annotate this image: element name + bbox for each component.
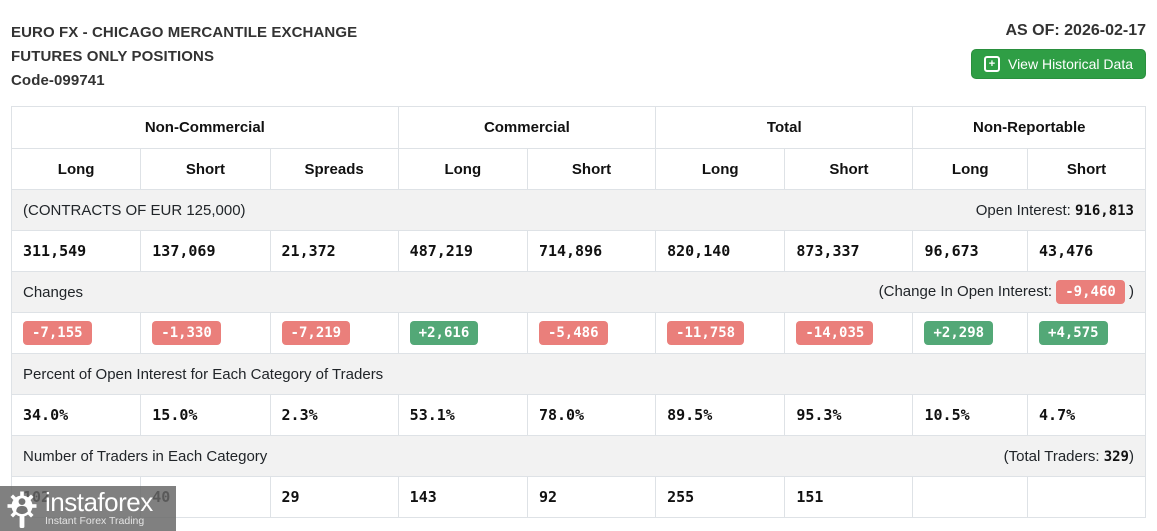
- positions-noncomm-spreads: 21,372: [269, 230, 399, 272]
- report-header: EURO FX - CHICAGO MERCANTILE EXCHANGE FU…: [11, 0, 1146, 93]
- percent-comm-long: 53.1%: [397, 394, 528, 436]
- group-total: Total: [655, 106, 914, 149]
- open-interest-cell: Open Interest: 916,813: [655, 189, 1146, 231]
- change-badge: -1,330: [152, 320, 221, 346]
- column-group-header-row: Non-Commercial Commercial Total Non-Repo…: [11, 106, 1146, 149]
- percent-row: 34.0% 15.0% 2.3% 53.1% 78.0% 89.5% 95.3%…: [10, 394, 1146, 436]
- total-traders-prefix: (Total Traders:: [1003, 447, 1100, 465]
- change-total-short: -14,035: [784, 312, 914, 354]
- report-title-line2: FUTURES ONLY POSITIONS: [11, 48, 215, 65]
- traders-total-short: 151: [784, 476, 914, 518]
- change-badge: -5,486: [538, 320, 608, 346]
- col-total-long: Long: [655, 148, 786, 190]
- instaforex-logo-icon: [7, 491, 37, 528]
- change-oi-prefix: (Change In Open Interest:: [878, 282, 1053, 300]
- positions-noncomm-short: 137,069: [140, 230, 271, 272]
- change-oi-suffix: ): [1129, 282, 1134, 300]
- change-badge: -14,035: [796, 320, 874, 346]
- percent-noncomm-short: 15.0%: [140, 394, 271, 436]
- change-badge: +2,298: [924, 320, 994, 346]
- watermark-text: instaforex Instant Forex Trading: [45, 487, 153, 527]
- traders-label: Number of Traders in Each Category: [10, 435, 656, 477]
- traders-total-long: 255: [655, 476, 786, 518]
- percent-header-row: Percent of Open Interest for Each Catego…: [11, 353, 1146, 395]
- percent-noncomm-long: 34.0%: [10, 394, 142, 436]
- col-nonrep-short: Short: [1027, 148, 1146, 190]
- col-comm-short: Short: [526, 148, 657, 190]
- open-interest-label: Open Interest:: [975, 201, 1071, 219]
- changes-header-row: Changes (Change In Open Interest: -9,460…: [10, 271, 1146, 313]
- positions-total-short: 873,337: [784, 230, 914, 272]
- total-traders-cell: (Total Traders: 329): [655, 435, 1146, 477]
- view-historical-data-label: View Historical Data: [1007, 56, 1133, 72]
- report-title-block: EURO FX - CHICAGO MERCANTILE EXCHANGE FU…: [11, 21, 357, 93]
- change-total-long: -11,758: [655, 312, 786, 354]
- contracts-open-interest-row: (CONTRACTS OF EUR 125,000) Open Interest…: [10, 189, 1146, 231]
- change-oi-badge: -9,460: [1056, 279, 1125, 305]
- percent-label: Percent of Open Interest for Each Catego…: [11, 353, 1146, 395]
- percent-total-long: 89.5%: [655, 394, 786, 436]
- change-badge: -11,758: [667, 320, 745, 346]
- watermark-brand: instaforex: [45, 487, 153, 517]
- report-title-line1: EURO FX - CHICAGO MERCANTILE EXCHANGE: [11, 24, 358, 41]
- traders-nonrep-short: [1027, 476, 1146, 518]
- watermark-tagline: Instant Forex Trading: [45, 515, 145, 527]
- report-header-right: AS OF: 2026-02-17 + View Historical Data: [970, 21, 1146, 79]
- percent-comm-short: 78.0%: [526, 394, 657, 436]
- instaforex-watermark: instaforex Instant Forex Trading: [0, 486, 176, 531]
- change-comm-long: +2,616: [397, 312, 528, 354]
- percent-noncomm-spreads: 2.3%: [269, 394, 399, 436]
- change-nonrep-long: +2,298: [912, 312, 1029, 354]
- group-commercial: Commercial: [397, 106, 657, 149]
- change-noncomm-short: -1,330: [140, 312, 271, 354]
- cot-positions-table: Non-Commercial Commercial Total Non-Repo…: [10, 106, 1146, 518]
- col-nonrep-long: Long: [912, 148, 1029, 190]
- positions-nonrep-long: 96,673: [912, 230, 1029, 272]
- contracts-label: (CONTRACTS OF EUR 125,000): [10, 189, 656, 231]
- positions-row: 311,549 137,069 21,372 487,219 714,896 8…: [10, 230, 1146, 272]
- change-badge: +4,575: [1039, 320, 1108, 346]
- change-comm-short: -5,486: [526, 312, 657, 354]
- percent-nonrep-short: 4.7%: [1027, 394, 1146, 436]
- change-badge: -7,219: [281, 320, 351, 346]
- traders-nonrep-long: [912, 476, 1029, 518]
- group-non-commercial: Non-Commercial: [11, 106, 399, 149]
- positions-noncomm-long: 311,549: [10, 230, 142, 272]
- open-interest-value: 916,813: [1074, 202, 1134, 219]
- as-of-date: AS OF: 2026-02-17: [1005, 22, 1146, 39]
- calendar-plus-icon: +: [983, 56, 1000, 72]
- change-badge: +2,616: [409, 320, 479, 346]
- column-subheader-row: Long Short Spreads Long Short Long Short…: [10, 148, 1146, 190]
- col-noncomm-long: Long: [10, 148, 142, 190]
- traders-comm-long: 143: [397, 476, 528, 518]
- positions-total-long: 820,140: [655, 230, 786, 272]
- traders-row: 102 40 29 143 92 255 151: [10, 476, 1146, 518]
- positions-nonrep-short: 43,476: [1027, 230, 1146, 272]
- col-noncomm-short: Short: [140, 148, 271, 190]
- cot-report-page: EURO FX - CHICAGO MERCANTILE EXCHANGE FU…: [10, 0, 1146, 518]
- group-non-reportable: Non-Reportable: [912, 106, 1146, 149]
- view-historical-data-button[interactable]: + View Historical Data: [970, 49, 1146, 79]
- change-badge: -7,155: [23, 320, 92, 346]
- positions-comm-long: 487,219: [397, 230, 528, 272]
- traders-header-row: Number of Traders in Each Category (Tota…: [10, 435, 1146, 477]
- change-nonrep-short: +4,575: [1027, 312, 1146, 354]
- positions-comm-short: 714,896: [526, 230, 657, 272]
- percent-total-short: 95.3%: [784, 394, 914, 436]
- changes-row: -7,155 -1,330 -7,219 +2,616 -5,486 -11,7…: [10, 312, 1146, 354]
- col-total-short: Short: [784, 148, 914, 190]
- change-noncomm-long: -7,155: [10, 312, 142, 354]
- traders-comm-short: 92: [526, 476, 657, 518]
- col-noncomm-spreads: Spreads: [269, 148, 399, 190]
- total-traders-suffix: ): [1129, 447, 1134, 465]
- traders-noncomm-spreads: 29: [269, 476, 399, 518]
- col-comm-long: Long: [397, 148, 528, 190]
- changes-label: Changes: [10, 271, 656, 313]
- percent-nonrep-long: 10.5%: [912, 394, 1029, 436]
- total-traders-value: 329: [1103, 448, 1129, 465]
- report-code: Code-099741: [11, 72, 105, 89]
- change-open-interest-cell: (Change In Open Interest: -9,460 ): [655, 271, 1146, 313]
- change-noncomm-spreads: -7,219: [269, 312, 399, 354]
